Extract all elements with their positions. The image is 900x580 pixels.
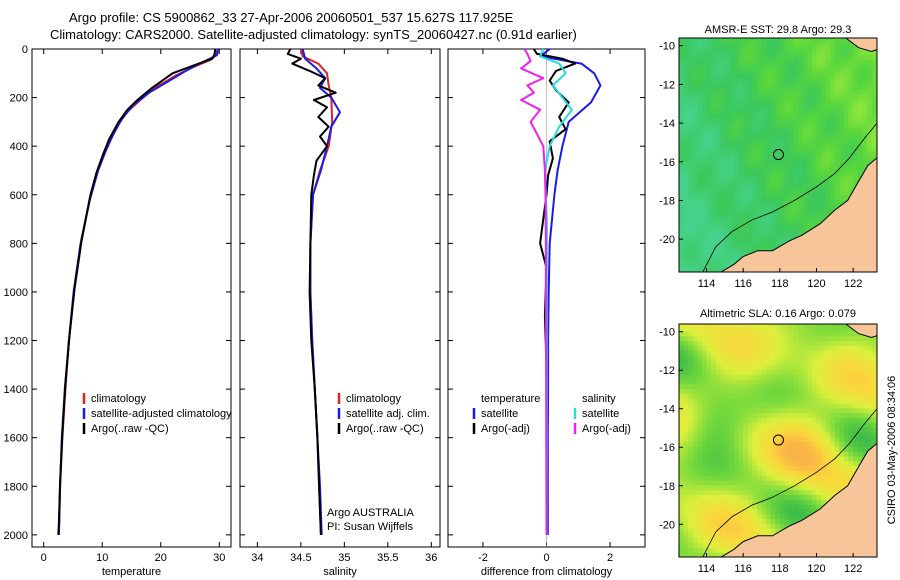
- map-x-tick-label: 116: [734, 278, 752, 290]
- y-tick-label: 2000: [4, 530, 28, 542]
- legend-label: climatology: [346, 393, 402, 405]
- x-tick-label: 0: [41, 552, 47, 564]
- x-axis-label: temperature: [102, 566, 161, 578]
- y-tick-label: 600: [10, 190, 28, 202]
- y-tick-label: 1200: [4, 336, 28, 348]
- y-tick-label: 1600: [4, 433, 28, 445]
- land-mass: [720, 442, 877, 557]
- map-title: AMSR-E SST: 29.8 Argo: 29.3: [705, 24, 852, 36]
- map-x-tick-label: 114: [698, 278, 716, 290]
- map-y-tick-label: -10: [659, 41, 675, 53]
- shelf-contour: [702, 408, 877, 557]
- map-y-tick-label: -12: [659, 365, 675, 377]
- y-tick-label: 400: [10, 141, 28, 153]
- annotation-text: PI: Susan Wijffels: [327, 521, 413, 533]
- map-y-tick-label: -16: [659, 442, 675, 454]
- legend-label: Argo(-adj): [481, 423, 530, 435]
- legend-label: satellite-adjusted climatology: [91, 408, 232, 420]
- shelf-contour: [702, 122, 877, 272]
- map-frame: [678, 37, 878, 273]
- sla_map-field: [679, 324, 877, 557]
- salinity-axes-frame: [239, 48, 441, 548]
- x-tick-label: 34.5: [290, 552, 311, 564]
- legend-label: Argo(-adj): [582, 423, 631, 435]
- legend-title-temperature: temperature: [481, 393, 540, 405]
- legend-title-salinity: salinity: [582, 393, 616, 405]
- x-tick-label: 0: [543, 552, 549, 564]
- legend-label: satellite adj. clim.: [346, 408, 430, 420]
- land-mass: [720, 157, 877, 272]
- series-line-argo-raw-qc-: [57, 48, 217, 535]
- map-y-tick-label: -14: [659, 118, 675, 130]
- sst_map-panel: AMSR-E SST: 29.8 Argo: 29.3 114 116 118 120 1…: [659, 24, 878, 290]
- map-x-tick-label: 122: [844, 563, 862, 575]
- x-tick-label: 34: [251, 552, 263, 564]
- map-y-tick-label: -20: [659, 234, 675, 246]
- argo-float-marker: [772, 149, 784, 161]
- map-y-tick-label: -16: [659, 157, 675, 169]
- x-tick-label: 36: [425, 552, 437, 564]
- temperature-panel: 0 10 20 30 0 200 400 600 800 1000 1200 1400 1600 1800…: [4, 44, 233, 578]
- series-line-temperature-satellite: [539, 48, 602, 535]
- x-tick-label: 10: [96, 552, 108, 564]
- legend-label: satellite: [582, 408, 619, 420]
- sst_map-field: [679, 38, 877, 272]
- y-tick-label: 200: [10, 93, 28, 105]
- map-y-tick-label: -12: [659, 79, 675, 91]
- map-y-tick-label: -10: [659, 327, 675, 339]
- legend-label: climatology: [91, 393, 147, 405]
- figure-title-line2: Climatology: CARS2000. Satellite-adjuste…: [50, 27, 577, 42]
- map-x-tick-label: 114: [698, 563, 716, 575]
- x-tick-label: 30: [213, 552, 225, 564]
- y-tick-label: 1800: [4, 481, 28, 493]
- figure-title-line1: Argo profile: CS 5900862_33 27-Apr-2006 …: [69, 10, 514, 25]
- map-x-tick-label: 120: [807, 278, 825, 290]
- x-tick-label: 20: [155, 552, 167, 564]
- salinity-panel: 34 34.5 35 35.5 36 salinity climatology satelli…: [239, 48, 441, 578]
- legend-label: Argo(..raw -QC): [91, 423, 169, 435]
- island-land: [844, 38, 877, 53]
- legend-label: satellite: [481, 408, 518, 420]
- map-frame: [678, 323, 878, 558]
- map-y-tick-label: -14: [659, 404, 675, 416]
- annotation-text: Argo AUSTRALIA: [327, 507, 414, 519]
- map-x-tick-label: 118: [771, 563, 789, 575]
- map-y-tick-label: -20: [659, 519, 675, 531]
- y-tick-label: 1000: [4, 287, 28, 299]
- map-y-tick-label: -18: [659, 195, 675, 207]
- argo-float-marker: [772, 434, 784, 446]
- island-land: [844, 324, 877, 339]
- timestamp-stamp: CSIRO 03-May-2006 08:34:06: [886, 376, 898, 525]
- x-tick-label: -2: [478, 552, 488, 564]
- legend-label: Argo(..raw -QC): [346, 423, 424, 435]
- y-tick-label: 1400: [4, 384, 28, 396]
- map-x-tick-label: 122: [844, 278, 862, 290]
- map-x-tick-label: 120: [807, 563, 825, 575]
- x-tick-label: 35.5: [377, 552, 398, 564]
- y-tick-label: 0: [22, 44, 28, 56]
- series-line-argo-raw-qc-: [286, 48, 337, 535]
- x-axis-label: difference from climatology: [481, 566, 613, 578]
- map-title: Altimetric SLA: 0.16 Argo: 0.079: [700, 308, 856, 320]
- map-x-tick-label: 118: [771, 278, 789, 290]
- map-x-tick-label: 116: [734, 563, 752, 575]
- y-tick-label: 800: [10, 238, 28, 250]
- temperature-axes-frame: [31, 48, 232, 548]
- sla_map-panel: Altimetric SLA: 0.16 Argo: 0.079 114 116 11…: [659, 308, 878, 575]
- x-tick-label: 35: [338, 552, 350, 564]
- difference-panel: -2 0 2 difference from climatology temperatu…: [447, 48, 646, 578]
- x-tick-label: 2: [607, 552, 613, 564]
- map-y-tick-label: -18: [659, 481, 675, 493]
- series-line-salinity-argo-adj-: [520, 48, 548, 535]
- x-axis-label: salinity: [323, 566, 357, 578]
